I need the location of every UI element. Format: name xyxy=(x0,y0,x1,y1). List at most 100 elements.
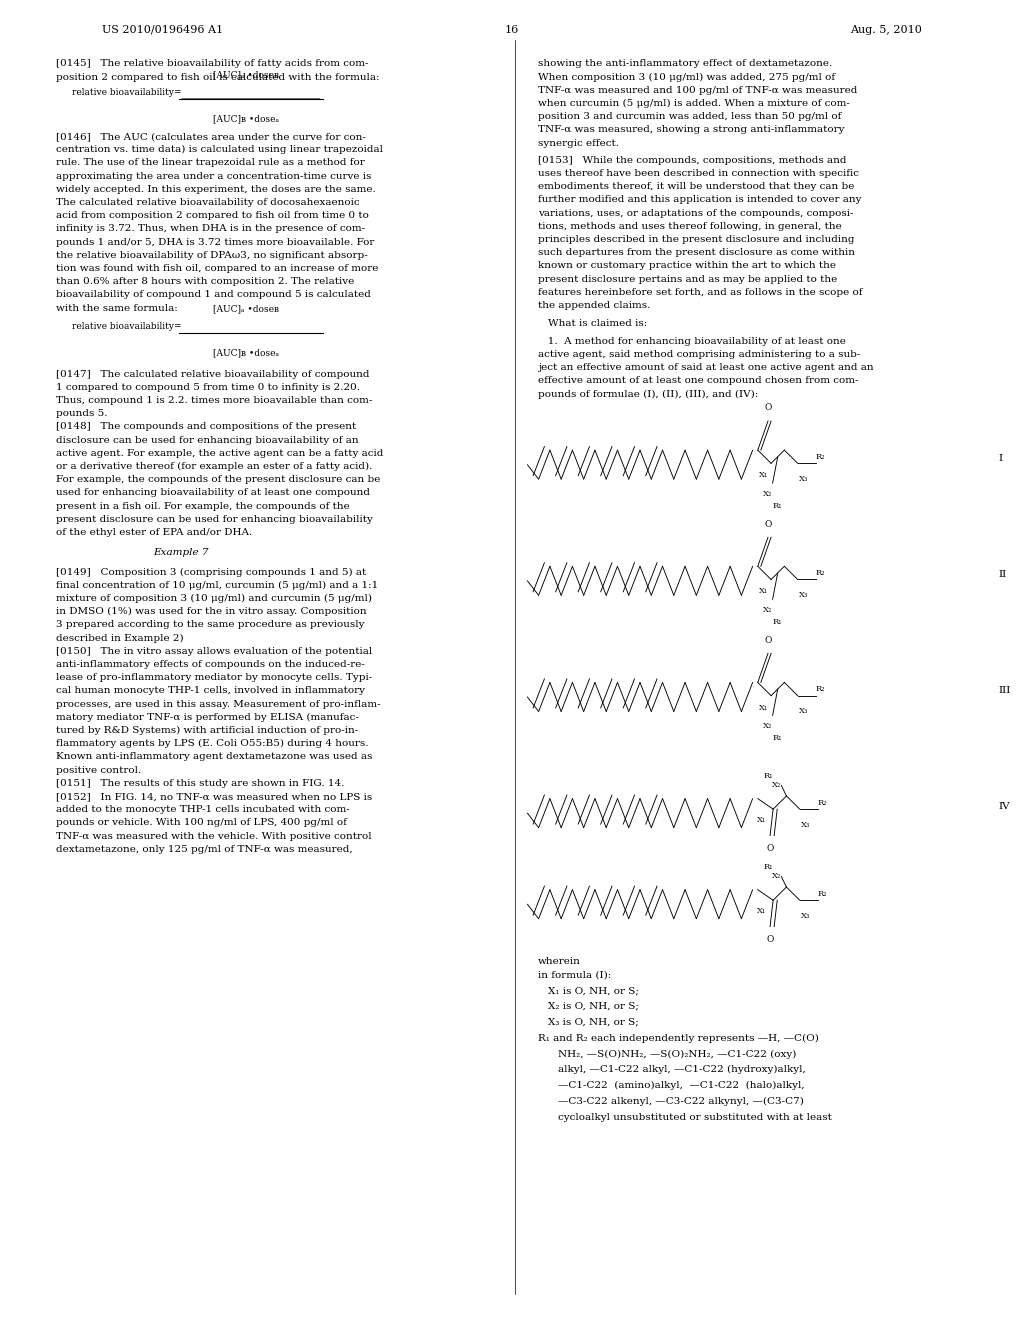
Text: TNF-α was measured with the vehicle. With positive control: TNF-α was measured with the vehicle. Wit… xyxy=(56,832,372,841)
Text: X₂: X₂ xyxy=(771,873,781,880)
Text: when curcumin (5 μg/ml) is added. When a mixture of com-: when curcumin (5 μg/ml) is added. When a… xyxy=(538,99,850,108)
Text: R₂: R₂ xyxy=(815,569,825,577)
Text: Known anti-inflammatory agent dextametazone was used as: Known anti-inflammatory agent dextametaz… xyxy=(56,752,373,762)
Text: than 0.6% after 8 hours with composition 2. The relative: than 0.6% after 8 hours with composition… xyxy=(56,277,354,286)
Text: positive control.: positive control. xyxy=(56,766,141,775)
Text: present disclosure pertains and as may be applied to the: present disclosure pertains and as may b… xyxy=(538,275,837,284)
Text: Thus, compound 1 is 2.2. times more bioavailable than com-: Thus, compound 1 is 2.2. times more bioa… xyxy=(56,396,373,405)
Text: flammatory agents by LPS (E. Coli O55:B5) during 4 hours.: flammatory agents by LPS (E. Coli O55:B5… xyxy=(56,739,369,748)
Text: position 2 compared to fish oil is calculated with the formula:: position 2 compared to fish oil is calcu… xyxy=(56,73,380,82)
Text: O: O xyxy=(764,636,772,644)
Text: widely accepted. In this experiment, the doses are the same.: widely accepted. In this experiment, the… xyxy=(56,185,376,194)
Text: R₂: R₂ xyxy=(815,685,825,693)
Text: X₂: X₂ xyxy=(763,722,772,730)
Text: pounds of formulae (I), (II), (III), and (IV):: pounds of formulae (I), (II), (III), and… xyxy=(538,389,758,399)
Text: X₁: X₁ xyxy=(759,587,769,595)
Text: features hereinbefore set forth, and as follows in the scope of: features hereinbefore set forth, and as … xyxy=(538,288,862,297)
Text: R₂: R₂ xyxy=(815,453,825,461)
Text: centration vs. time data) is calculated using linear trapezoidal: centration vs. time data) is calculated … xyxy=(56,145,383,154)
Text: X₁: X₁ xyxy=(759,471,769,479)
Text: NH₂, —S(O)NH₂, —S(O)₂NH₂, —C1-C22 (oxy): NH₂, —S(O)NH₂, —S(O)₂NH₂, —C1-C22 (oxy) xyxy=(558,1049,797,1059)
Text: dextametazone, only 125 pg/ml of TNF-α was measured,: dextametazone, only 125 pg/ml of TNF-α w… xyxy=(56,845,353,854)
Text: X₂: X₂ xyxy=(771,781,781,789)
Text: X₁ is O, NH, or S;: X₁ is O, NH, or S; xyxy=(548,986,639,995)
Text: X₂ is O, NH, or S;: X₂ is O, NH, or S; xyxy=(548,1002,639,1011)
Text: [AUC]ʙ •doseₐ: [AUC]ʙ •doseₐ xyxy=(213,115,279,123)
Text: principles described in the present disclosure and including: principles described in the present disc… xyxy=(538,235,854,244)
Text: 1.  A method for enhancing bioavailability of at least one: 1. A method for enhancing bioavailabilit… xyxy=(538,337,846,346)
Text: active agent. For example, the active agent can be a fatty acid: active agent. For example, the active ag… xyxy=(56,449,384,458)
Text: the relative bioavailability of DPAω3, no significant absorp-: the relative bioavailability of DPAω3, n… xyxy=(56,251,368,260)
Text: Example 7: Example 7 xyxy=(154,548,209,557)
Text: infinity is 3.72. Thus, when DHA is in the presence of com-: infinity is 3.72. Thus, when DHA is in t… xyxy=(56,224,366,234)
Text: I: I xyxy=(998,454,1002,462)
Text: For example, the compounds of the present disclosure can be: For example, the compounds of the presen… xyxy=(56,475,381,484)
Text: ject an effective amount of said at least one active agent and an: ject an effective amount of said at leas… xyxy=(538,363,873,372)
Text: X₃: X₃ xyxy=(801,912,811,920)
Text: [0151]   The results of this study are shown in FIG. 14.: [0151] The results of this study are sho… xyxy=(56,779,345,788)
Text: tions, methods and uses thereof following, in general, the: tions, methods and uses thereof followin… xyxy=(538,222,842,231)
Text: O: O xyxy=(764,404,772,412)
Text: X₁: X₁ xyxy=(757,907,767,915)
Text: cal human monocyte THP-1 cells, involved in inflammatory: cal human monocyte THP-1 cells, involved… xyxy=(56,686,366,696)
Text: [0145]   The relative bioavailability of fatty acids from com-: [0145] The relative bioavailability of f… xyxy=(56,59,369,69)
Text: uses thereof have been described in connection with specific: uses thereof have been described in conn… xyxy=(538,169,858,178)
Text: tured by R&D Systems) with artificial induction of pro-in-: tured by R&D Systems) with artificial in… xyxy=(56,726,358,735)
Text: R₂: R₂ xyxy=(817,799,827,807)
Text: rule. The use of the linear trapezoidal rule as a method for: rule. The use of the linear trapezoidal … xyxy=(56,158,366,168)
Text: or a derivative thereof (for example an ester of a fatty acid).: or a derivative thereof (for example an … xyxy=(56,462,373,471)
Text: R₂: R₂ xyxy=(817,890,827,898)
Text: R₁: R₁ xyxy=(773,618,782,626)
Text: X₃: X₃ xyxy=(799,591,809,599)
Text: Aug. 5, 2010: Aug. 5, 2010 xyxy=(850,25,922,36)
Text: with the same formula:: with the same formula: xyxy=(56,304,178,313)
Text: TNF-α was measured, showing a strong anti-inflammatory: TNF-α was measured, showing a strong ant… xyxy=(538,125,844,135)
Text: pounds 5.: pounds 5. xyxy=(56,409,108,418)
Text: embodiments thereof, it will be understood that they can be: embodiments thereof, it will be understo… xyxy=(538,182,854,191)
Text: approximating the area under a concentration-time curve is: approximating the area under a concentra… xyxy=(56,172,372,181)
Text: O: O xyxy=(764,520,772,528)
Text: R₁: R₁ xyxy=(763,772,773,780)
Text: disclosure can be used for enhancing bioavailability of an: disclosure can be used for enhancing bio… xyxy=(56,436,359,445)
Text: X₁: X₁ xyxy=(757,816,767,824)
Text: —C1-C22  (amino)alkyl,  —C1-C22  (halo)alkyl,: —C1-C22 (amino)alkyl, —C1-C22 (halo)alky… xyxy=(558,1081,805,1090)
Text: X₃ is O, NH, or S;: X₃ is O, NH, or S; xyxy=(548,1018,639,1027)
Text: alkyl, —C1-C22 alkyl, —C1-C22 (hydroxy)alkyl,: alkyl, —C1-C22 alkyl, —C1-C22 (hydroxy)a… xyxy=(558,1065,806,1074)
Text: 1 compared to compound 5 from time 0 to infinity is 2.20.: 1 compared to compound 5 from time 0 to … xyxy=(56,383,360,392)
Text: variations, uses, or adaptations of the compounds, composi-: variations, uses, or adaptations of the … xyxy=(538,209,853,218)
Text: R₁ and R₂ each independently represents —H, —C(O): R₁ and R₂ each independently represents … xyxy=(538,1034,818,1043)
Text: X₁: X₁ xyxy=(759,704,769,711)
Text: [0149]   Composition 3 (comprising compounds 1 and 5) at: [0149] Composition 3 (comprising compoun… xyxy=(56,568,367,577)
Text: added to the monocyte THP-1 cells incubated with com-: added to the monocyte THP-1 cells incuba… xyxy=(56,805,350,814)
Text: final concentration of 10 μg/ml, curcumin (5 μg/ml) and a 1:1: final concentration of 10 μg/ml, curcumi… xyxy=(56,581,379,590)
Text: —C3-C22 alkenyl, —C3-C22 alkynyl, —(C3-C7): —C3-C22 alkenyl, —C3-C22 alkynyl, —(C3-C… xyxy=(558,1097,804,1106)
Text: cycloalkyl unsubstituted or substituted with at least: cycloalkyl unsubstituted or substituted … xyxy=(558,1113,831,1122)
Text: R₁: R₁ xyxy=(763,863,773,871)
Text: mixture of composition 3 (10 μg/ml) and curcumin (5 μg/ml): mixture of composition 3 (10 μg/ml) and … xyxy=(56,594,373,603)
Text: II: II xyxy=(998,570,1007,578)
Text: acid from composition 2 compared to fish oil from time 0 to: acid from composition 2 compared to fish… xyxy=(56,211,370,220)
Text: What is claimed is:: What is claimed is: xyxy=(548,319,647,329)
Text: X₂: X₂ xyxy=(763,490,772,498)
Text: known or customary practice within the art to which the: known or customary practice within the a… xyxy=(538,261,836,271)
Text: [0152]   In FIG. 14, no TNF-α was measured when no LPS is: [0152] In FIG. 14, no TNF-α was measured… xyxy=(56,792,373,801)
Text: III: III xyxy=(998,686,1011,694)
Text: such departures from the present disclosure as come within: such departures from the present disclos… xyxy=(538,248,855,257)
Text: [AUC]ₐ •doseʙ: [AUC]ₐ •doseʙ xyxy=(213,305,279,313)
Text: relative bioavailability=: relative bioavailability= xyxy=(72,322,181,330)
Text: The calculated relative bioavailability of docosahexaenoic: The calculated relative bioavailability … xyxy=(56,198,360,207)
Text: X₂: X₂ xyxy=(763,606,772,614)
Text: the appended claims.: the appended claims. xyxy=(538,301,650,310)
Text: R₁: R₁ xyxy=(773,502,782,510)
Text: lease of pro-inflammatory mediator by monocyte cells. Typi-: lease of pro-inflammatory mediator by mo… xyxy=(56,673,373,682)
Text: TNF-α was measured and 100 pg/ml of TNF-α was measured: TNF-α was measured and 100 pg/ml of TNF-… xyxy=(538,86,857,95)
Text: relative bioavailability=: relative bioavailability= xyxy=(72,88,181,96)
Text: synergic effect.: synergic effect. xyxy=(538,139,618,148)
Text: 16: 16 xyxy=(505,25,519,36)
Text: [0148]   The compounds and compositions of the present: [0148] The compounds and compositions of… xyxy=(56,422,356,432)
Text: wherein: wherein xyxy=(538,957,581,966)
Text: US 2010/0196496 A1: US 2010/0196496 A1 xyxy=(102,25,223,36)
Text: X₃: X₃ xyxy=(799,708,809,715)
Text: in DMSO (1%) was used for the in vitro assay. Composition: in DMSO (1%) was used for the in vitro a… xyxy=(56,607,367,616)
Text: position 3 and curcumin was added, less than 50 pg/ml of: position 3 and curcumin was added, less … xyxy=(538,112,841,121)
